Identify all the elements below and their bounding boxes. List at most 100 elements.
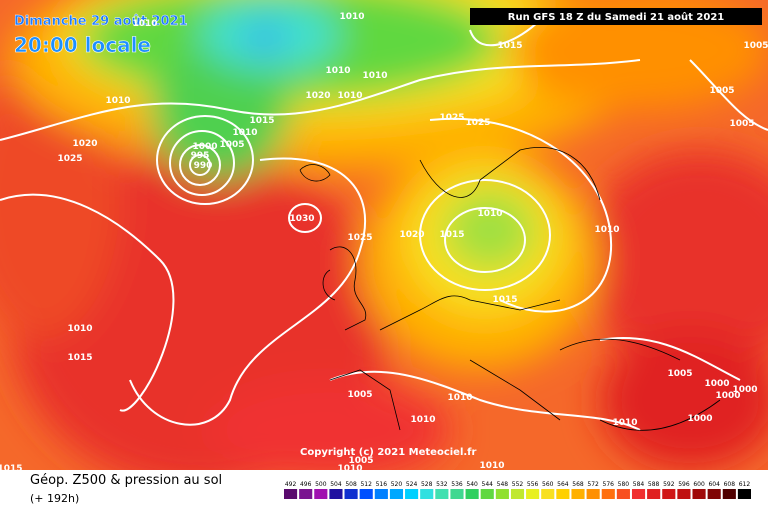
legend-label: 552 xyxy=(512,481,524,488)
isobar-label: 1010 xyxy=(362,71,387,81)
colorbar: 492 496 500 504 508 512 516 520 524 528 532 536 540 5… xyxy=(284,481,751,499)
legend-label: 492 xyxy=(285,481,297,488)
legend-label: 600 xyxy=(693,481,705,488)
isobar-label: 1000 xyxy=(732,385,757,395)
legend-swatch xyxy=(571,489,585,499)
isobar-label: 1005 xyxy=(219,140,244,150)
isobar-label: 1020 xyxy=(305,91,330,101)
isobar-label: 1015 xyxy=(497,41,522,51)
map-field xyxy=(0,0,768,470)
forecast-time: 20:00 locale xyxy=(14,33,151,57)
legend-label: 596 xyxy=(678,481,690,488)
isobar-label: 1010 xyxy=(594,225,619,235)
legend-label: 564 xyxy=(557,481,569,488)
legend-label: 520 xyxy=(391,481,403,488)
legend-label: 556 xyxy=(527,481,539,488)
legend-swatch xyxy=(722,489,736,499)
isobar-label: 995 xyxy=(191,151,210,161)
isobar-label: 1005 xyxy=(743,41,768,51)
isobar-label: 1020 xyxy=(72,139,97,149)
isobar-label: 1015 xyxy=(249,116,274,126)
legend-swatch xyxy=(374,489,388,499)
copyright: Copyright (c) 2021 Meteociel.fr xyxy=(300,447,477,458)
forecast-date: Dimanche 29 août 2021 xyxy=(14,14,188,29)
legend-swatch xyxy=(707,489,721,499)
legend-label: 496 xyxy=(300,481,312,488)
legend-swatch xyxy=(556,489,570,499)
isobar-label: 1030 xyxy=(289,214,314,224)
legend-label: 528 xyxy=(421,481,433,488)
isobar-label: 1010 xyxy=(410,415,435,425)
legend-swatch xyxy=(647,489,661,499)
isobar-label: 1010 xyxy=(479,461,504,471)
legend-label: 584 xyxy=(633,481,645,488)
legend-swatch xyxy=(480,489,494,499)
legend-swatch xyxy=(329,489,343,499)
legend-swatch xyxy=(662,489,676,499)
legend-label: 524 xyxy=(406,481,418,488)
isobar-label: 1010 xyxy=(132,19,157,29)
isobar-label: 1015 xyxy=(492,295,517,305)
isobar-label: 1010 xyxy=(325,66,350,76)
isobar-label: 1010 xyxy=(339,12,364,22)
legend-label: 532 xyxy=(436,481,448,488)
legend-label: 548 xyxy=(497,481,509,488)
isobar-label: 1000 xyxy=(715,391,740,401)
legend-label: 568 xyxy=(572,481,584,488)
legend-label: 536 xyxy=(451,481,463,488)
isobar-label: 1025 xyxy=(465,118,490,128)
legend-swatch xyxy=(465,489,479,499)
legend-swatch xyxy=(495,489,509,499)
legend-swatch xyxy=(405,489,419,499)
legend-label: 500 xyxy=(315,481,327,488)
isobar-label: 1005 xyxy=(709,86,734,96)
isobar-label: 1005 xyxy=(729,119,754,129)
legend-swatch xyxy=(299,489,313,499)
legend-swatch xyxy=(526,489,540,499)
legend-swatch xyxy=(420,489,434,499)
legend-swatch xyxy=(677,489,691,499)
isobar-label: 1005 xyxy=(348,456,373,466)
legend-label: 592 xyxy=(663,481,675,488)
legend-swatch xyxy=(737,489,751,499)
legend-label: 508 xyxy=(345,481,357,488)
footer-lead: (+ 192h) xyxy=(30,492,79,505)
legend-swatch xyxy=(510,489,525,499)
legend-label: 608 xyxy=(724,481,736,488)
isobar-label: 1000 xyxy=(687,414,712,424)
isobar-label: 1010 xyxy=(232,128,257,138)
run-box xyxy=(470,8,762,25)
legend-swatch xyxy=(541,489,555,499)
legend-label: 516 xyxy=(376,481,388,488)
legend-label: 572 xyxy=(587,481,599,488)
isobar-label: 1010 xyxy=(337,464,362,474)
isobar-label: 1005 xyxy=(667,369,692,379)
legend-label: 540 xyxy=(466,481,478,488)
legend-swatch xyxy=(616,489,630,499)
legend-label: 512 xyxy=(360,481,372,488)
legend-swatch xyxy=(359,489,373,499)
isobar-label: 1025 xyxy=(347,233,372,243)
isobar-label: 1005 xyxy=(347,390,372,400)
legend-label: 580 xyxy=(618,481,630,488)
isobar-label: 1010 xyxy=(105,96,130,106)
isobar-label: 1010 xyxy=(447,393,472,403)
footer-title: Géop. Z500 & pression au sol xyxy=(30,473,222,488)
isobar-label: 1015 xyxy=(0,464,23,474)
legend-swatch xyxy=(692,489,706,499)
legend-label: 576 xyxy=(603,481,615,488)
run-info: Run GFS 18 Z du Samedi 21 août 2021 xyxy=(508,11,725,23)
isobar-label: 1015 xyxy=(67,353,92,363)
isobar-label: 1025 xyxy=(57,154,82,164)
isobar-label: 1010 xyxy=(612,418,637,428)
legend-swatch xyxy=(586,489,600,499)
isobar-label: 990 xyxy=(194,161,213,171)
isobar-label: 1025 xyxy=(439,113,464,123)
isobar-label: 1000 xyxy=(704,379,729,389)
legend-label: 588 xyxy=(648,481,660,488)
legend-label: 612 xyxy=(739,481,751,488)
legend-swatch xyxy=(631,489,646,499)
